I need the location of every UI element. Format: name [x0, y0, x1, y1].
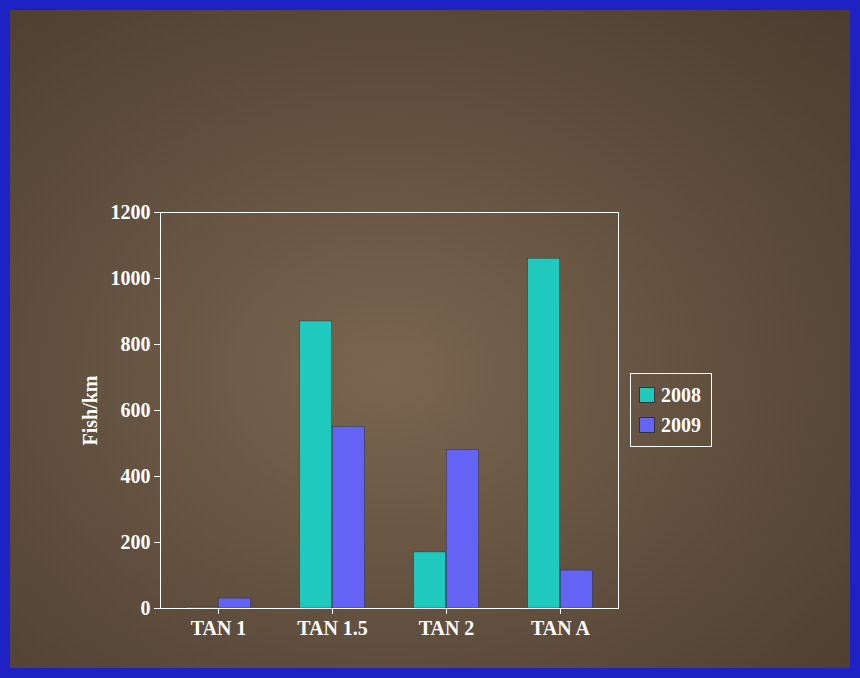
- svg-text:200: 200: [121, 531, 151, 553]
- html-text:2008: 2008: [661, 383, 701, 406]
- svg-text:400: 400: [121, 465, 151, 487]
- svg-text:600: 600: [121, 399, 151, 421]
- svg-text:TAN 1.5: TAN 1.5: [297, 617, 368, 639]
- svg-text:TAN A: TAN A: [531, 617, 591, 639]
- svg-text:TAN 2: TAN 2: [419, 617, 475, 639]
- svg-text:1200: 1200: [111, 201, 151, 223]
- svg-text:Fish/km: Fish/km: [79, 375, 101, 445]
- svg-text:1000: 1000: [111, 267, 151, 289]
- svg-text:800: 800: [121, 333, 151, 355]
- svg-text:TAN 1: TAN 1: [191, 617, 247, 639]
- svg-text:0: 0: [141, 597, 151, 619]
- html-text:2009: 2009: [661, 413, 701, 436]
